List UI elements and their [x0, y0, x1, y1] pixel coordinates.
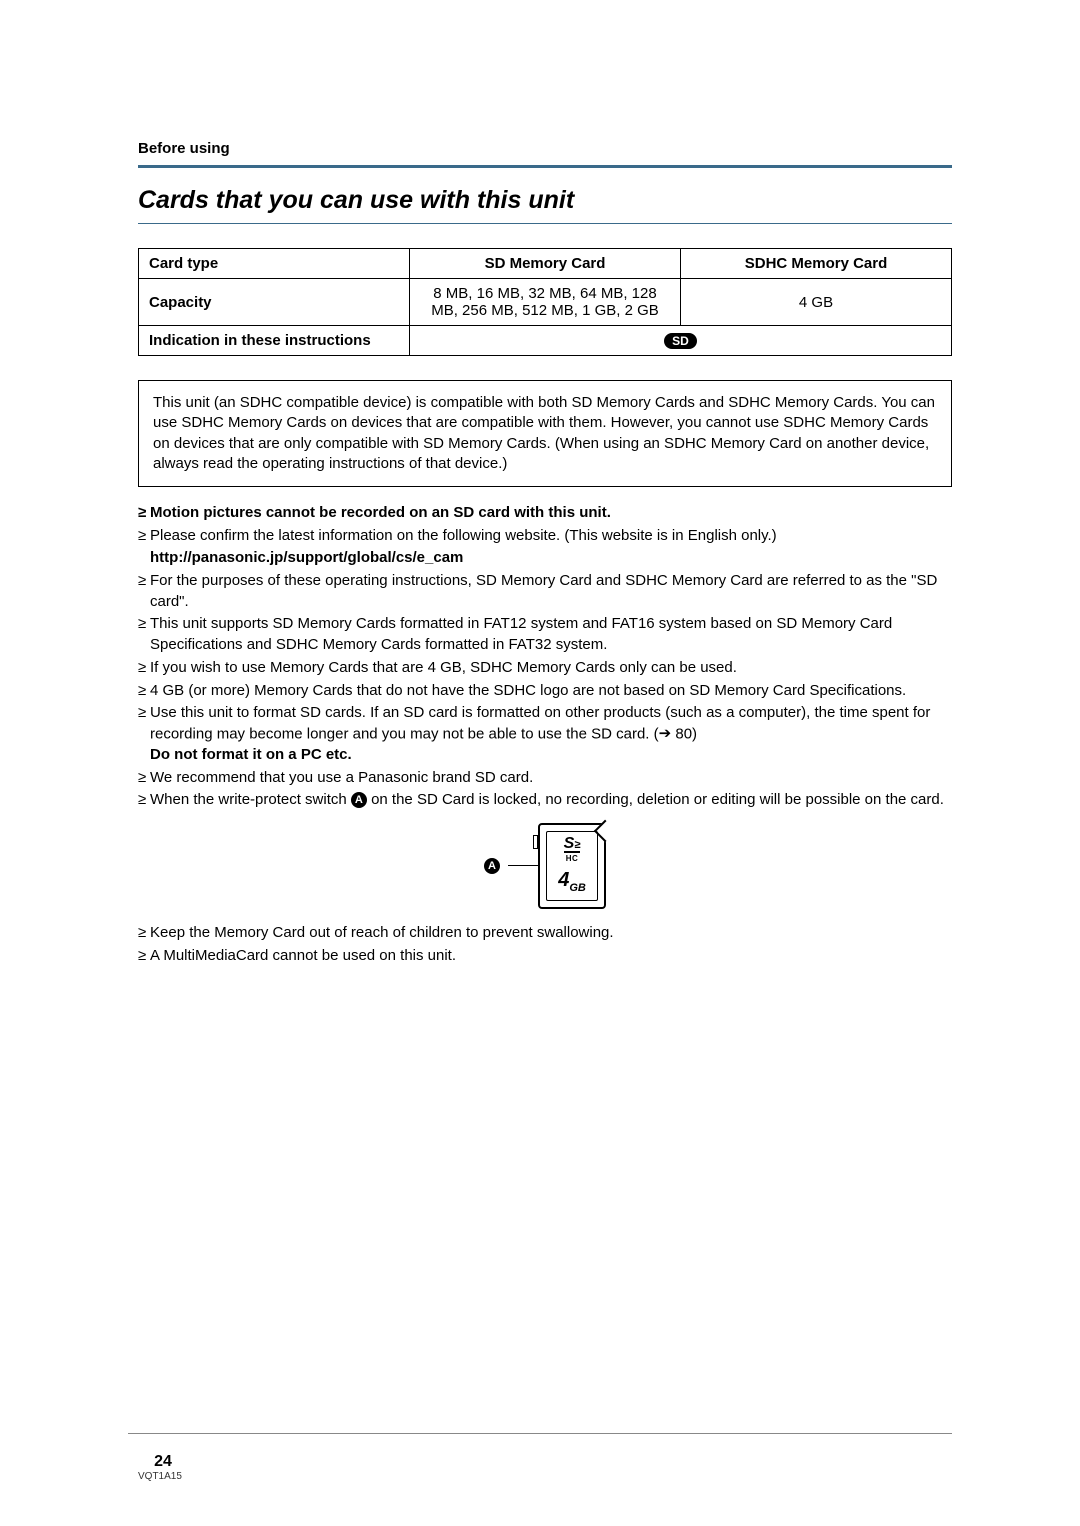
- header-sd: SD Memory Card: [410, 249, 681, 279]
- indication-value: SD: [410, 326, 952, 356]
- bullet-write-protect: When the write-protect switch A on the S…: [138, 790, 952, 811]
- divider-thick: [138, 165, 952, 168]
- capacity-label: Capacity: [139, 279, 410, 326]
- sd-logo-sub: HC: [564, 854, 581, 863]
- list-item: Keep the Memory Card out of reach of chi…: [138, 923, 952, 944]
- divider-thin: [138, 223, 952, 224]
- table-header-row: Card type SD Memory Card SDHC Memory Car…: [139, 249, 952, 279]
- document-code: VQT1A15: [138, 1471, 188, 1482]
- write-protect-bullet: When the write-protect switch A on the S…: [138, 790, 952, 811]
- diagram-label-a-icon: A: [484, 858, 500, 874]
- format-bullet: Use this unit to format SD cards. If an …: [138, 703, 952, 765]
- list-item: This unit supports SD Memory Cards forma…: [138, 614, 952, 655]
- format-suffix: Do not format it on a PC etc.: [150, 746, 352, 763]
- table-row-indication: Indication in these instructions SD: [139, 326, 952, 356]
- list-item: 4 GB (or more) Memory Cards that do not …: [138, 681, 952, 702]
- sd-notch-icon: [533, 835, 538, 849]
- list-item: We recommend that you use a Panasonic br…: [138, 768, 952, 789]
- format-prefix: Use this unit to format SD cards. If an …: [150, 704, 930, 742]
- sd-card-diagram: A S≥ HC 4GB: [138, 823, 952, 909]
- bullet-list-mid: We recommend that you use a Panasonic br…: [138, 768, 952, 789]
- compatibility-info-box: This unit (an SDHC compatible device) is…: [138, 380, 952, 487]
- list-item: http://panasonic.jp/support/global/cs/e_…: [138, 548, 952, 569]
- list-item: Motion pictures cannot be recorded on an…: [138, 503, 952, 524]
- section-label: Before using: [138, 140, 952, 157]
- page-footer: 24 VQT1A15: [138, 1453, 188, 1482]
- wp-prefix: When the write-protect switch: [150, 791, 351, 808]
- connector-line: [508, 865, 538, 866]
- card-compatibility-table: Card type SD Memory Card SDHC Memory Car…: [138, 248, 952, 356]
- page-title: Cards that you can use with this unit: [138, 186, 952, 215]
- capacity-sdhc: 4 GB: [681, 279, 952, 326]
- label-a-icon: A: [351, 792, 367, 808]
- bullet-list-top: Motion pictures cannot be recorded on an…: [138, 503, 952, 701]
- capacity-sd: 8 MB, 16 MB, 32 MB, 64 MB, 128 MB, 256 M…: [410, 279, 681, 326]
- table-row-capacity: Capacity 8 MB, 16 MB, 32 MB, 64 MB, 128 …: [139, 279, 952, 326]
- sd-capacity: 4GB: [558, 869, 586, 894]
- indication-label: Indication in these instructions: [139, 326, 410, 356]
- capacity-unit: GB: [569, 882, 586, 894]
- list-item: A MultiMediaCard cannot be used on this …: [138, 946, 952, 967]
- page-number: 24: [138, 1453, 188, 1471]
- bullet-list-bottom: Keep the Memory Card out of reach of chi…: [138, 923, 952, 966]
- list-item: Please confirm the latest information on…: [138, 526, 952, 547]
- arrow-right-icon: ➔: [659, 724, 672, 745]
- sd-card-inner: S≥ HC 4GB: [546, 831, 598, 901]
- sd-badge-icon: SD: [664, 333, 697, 349]
- list-item: For the purposes of these operating inst…: [138, 571, 952, 612]
- bullet-format: Use this unit to format SD cards. If an …: [138, 703, 952, 765]
- sd-logo-icon: S≥: [564, 838, 581, 854]
- footer-divider: [128, 1433, 952, 1434]
- header-card-type: Card type: [139, 249, 410, 279]
- format-page-ref: 80): [671, 725, 697, 742]
- wp-suffix: on the SD Card is locked, no recording, …: [367, 791, 944, 808]
- sd-card-icon: S≥ HC 4GB: [538, 823, 606, 909]
- list-item: If you wish to use Memory Cards that are…: [138, 658, 952, 679]
- header-sdhc: SDHC Memory Card: [681, 249, 952, 279]
- capacity-num: 4: [558, 869, 569, 891]
- sd-logo-wrap: S≥ HC: [564, 838, 581, 864]
